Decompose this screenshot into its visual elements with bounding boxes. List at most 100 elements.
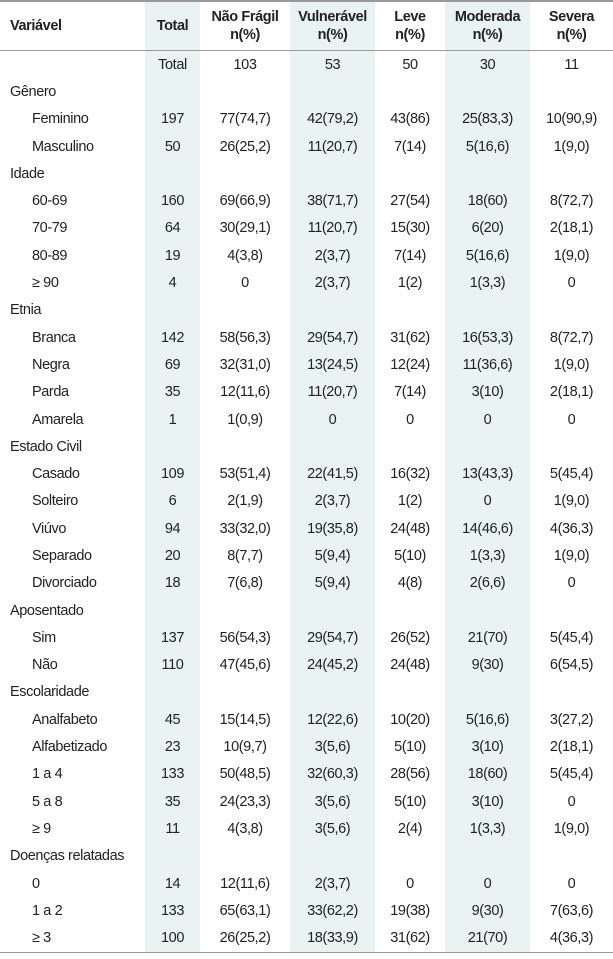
cell: 103 <box>233 56 257 73</box>
group-row: Doenças relatadas <box>0 842 613 870</box>
data-row: Feminino 197 77(74,7) 42(79,2) 43(86) 25(83,3… <box>0 105 613 133</box>
cell: 5(9,4) <box>290 569 375 597</box>
row-label: Gênero <box>10 83 56 100</box>
cell: 33(32,0) <box>219 520 271 537</box>
cell: Total <box>145 50 200 79</box>
row-label: ≥ 3 <box>0 924 145 953</box>
row-label: Analfabeto <box>32 711 98 728</box>
cell: 3(10) <box>445 733 530 761</box>
cell: 6 <box>145 487 200 516</box>
data-row: 1 a 2 133 65(63,1) 33(62,2) 19(38) 9(30) 7(63,… <box>0 897 613 925</box>
cell: 19(35,8) <box>290 515 375 543</box>
row-label: Solteiro <box>32 493 78 510</box>
cell: 0 <box>567 793 576 810</box>
row-label: Sim <box>32 629 56 646</box>
row-label: Etnia <box>10 302 42 319</box>
header-cell: Não Frágil n(%) <box>200 0 290 51</box>
group-row: Estado Civil <box>0 433 613 461</box>
cell: 42(79,2) <box>290 105 375 133</box>
cell: 11 <box>564 56 579 73</box>
cell: 38(71,7) <box>290 187 375 215</box>
data-row: Masculino 50 26(25,2) 11(20,7) 7(14) 5(16,6) 1… <box>0 132 613 161</box>
cell: 5(45,4) <box>549 766 594 783</box>
data-row: Solteiro 6 2(1,9) 2(3,7) 1(2) 0 1(9,0) <box>0 487 613 516</box>
cell: 12(22,6) <box>290 706 375 734</box>
data-row: 80-89 19 4(3,8) 2(3,7) 7(14) 5(16,6) 1(9,0) <box>0 242 613 270</box>
row-label: Amarela <box>32 411 84 428</box>
cell <box>145 842 200 870</box>
row-label: Alfabetizado <box>32 739 108 756</box>
cell: 109 <box>145 460 200 488</box>
data-row: Total 103 53 50 30 11 <box>0 50 613 79</box>
header-cell: Variável <box>0 0 145 51</box>
header-cell: Vulnerável n(%) <box>290 0 375 51</box>
cell <box>530 160 613 187</box>
cell: 24(48) <box>390 657 430 674</box>
cell: 5(45,4) <box>549 629 594 646</box>
cell: 21(70) <box>445 924 530 953</box>
header-cell: Leve n(%) <box>375 0 445 51</box>
data-row: Não 110 47(45,6) 24(45,2) 24(48) 9(30) 6(54,5) <box>0 651 613 679</box>
cell: 9(30) <box>445 897 530 925</box>
cell <box>530 297 613 324</box>
cell: 1(9,0) <box>553 247 590 264</box>
group-row: Aposentado <box>0 596 613 625</box>
cell: 26(52) <box>390 629 430 646</box>
cell: 133 <box>145 897 200 925</box>
row-label: Idade <box>10 165 45 182</box>
cell: 12(11,6) <box>220 384 270 401</box>
cell <box>145 78 200 106</box>
row-label: Divorciado <box>32 575 97 592</box>
cell: 64 <box>145 214 200 243</box>
cell: 3(10) <box>445 788 530 816</box>
cell <box>375 297 445 324</box>
row-label: Feminino <box>32 111 89 128</box>
cell: 11(36,6) <box>445 351 530 379</box>
cell: 3(5,6) <box>290 733 375 761</box>
header-text: Variável <box>10 18 62 34</box>
cell <box>290 296 375 324</box>
cell <box>145 296 200 324</box>
cell: 26(25,2) <box>219 138 271 155</box>
cell <box>145 160 200 188</box>
cell: 50 <box>145 132 200 161</box>
cell: 2(3,7) <box>290 869 375 898</box>
cell: 1(9,0) <box>553 493 590 510</box>
cell: 3(5,6) <box>290 815 375 843</box>
cell: 160 <box>145 187 200 215</box>
cell: 27(54) <box>390 193 430 210</box>
cell: 15(30) <box>390 220 430 237</box>
cell: 0 <box>445 487 530 516</box>
data-row: Branca 142 58(56,3) 29(54,7) 31(62) 16(53,3) 8… <box>0 323 613 352</box>
cell: 2(18,1) <box>549 384 594 401</box>
header-text: n(%) <box>230 27 260 43</box>
cell: 35 <box>145 378 200 406</box>
cell: 18 <box>145 569 200 597</box>
cell: 32(60,3) <box>290 760 375 789</box>
cell: 3(10) <box>445 378 530 406</box>
cell: 53(51,4) <box>219 466 271 483</box>
row-label: Separado <box>32 547 92 564</box>
cell: 94 <box>145 515 200 543</box>
row-label: 80-89 <box>32 247 68 264</box>
data-row: 0 14 12(11,6) 2(3,7) 0 0 0 <box>0 869 613 898</box>
cell: 18(60) <box>445 760 530 789</box>
cell: 6(20) <box>445 214 530 243</box>
cell: 3(27,2) <box>549 711 594 728</box>
cell: 21(70) <box>445 624 530 652</box>
cell <box>445 296 530 324</box>
cell <box>530 597 613 624</box>
cell: 45 <box>145 706 200 734</box>
data-row: Separado 20 8(7,7) 5(9,4) 5(10) 1(3,3) 1(9,0) <box>0 542 613 570</box>
cell <box>290 596 375 625</box>
cell: 23 <box>145 733 200 761</box>
cell: 20 <box>145 542 200 570</box>
data-row: Viúvo 94 33(32,0) 19(35,8) 24(48) 14(46,6) 4(3… <box>0 515 613 543</box>
cell: 16(53,3) <box>445 323 530 352</box>
row-label: ≥ 9 <box>32 820 51 837</box>
cell: 10(90,9) <box>546 111 597 128</box>
cell: 5(10) <box>394 739 426 756</box>
row-label: Negra <box>32 356 70 373</box>
header-text: Moderada <box>454 9 521 25</box>
cell <box>145 596 200 625</box>
